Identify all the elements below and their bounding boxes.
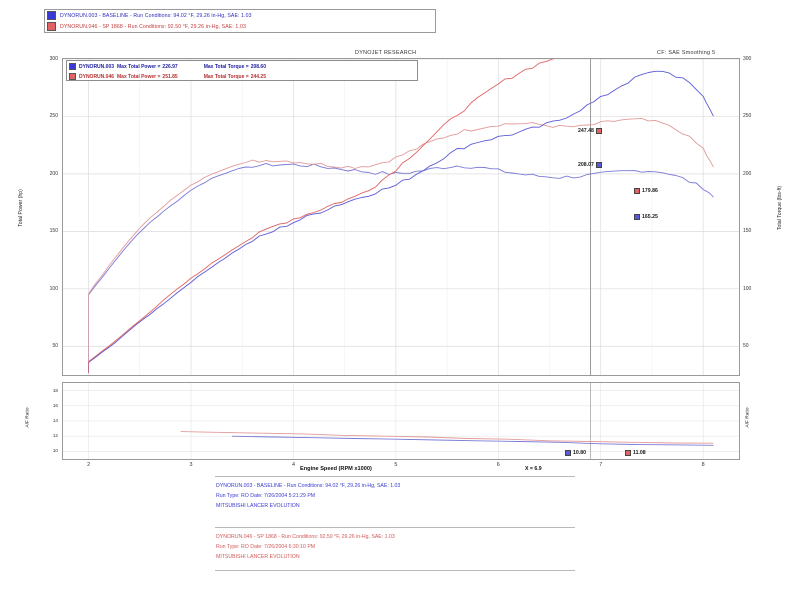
afr-tick: 12 — [52, 433, 58, 439]
afr-series-dynorun-046-sp-1868-a-f — [180, 431, 714, 444]
y-tick-right: 100 — [743, 285, 752, 292]
series-line-dynorun-046-sp-1868-torque — [88, 117, 714, 295]
series-line-dynorun-046-sp-1868-power — [88, 59, 554, 362]
chart-correction-note: CF: SAE Smoothing 5 — [657, 50, 716, 56]
callout-swatch-icon — [634, 188, 640, 194]
caption-baseline-line2: Run Type: RO Date: 7/26/2004 5:21:29 PM — [216, 493, 316, 499]
callout-value: 11.08 — [633, 450, 646, 456]
y-tick-right: 200 — [743, 170, 752, 177]
x-tick: 8 — [701, 462, 705, 468]
x-marker-note: X = 6.9 — [525, 466, 542, 472]
y-tick-left: 200 — [49, 170, 58, 177]
max-row-baseline: DYNORUN.003 Max Total Power = 226.97 Max… — [67, 62, 417, 71]
afr-tick: 18 — [52, 387, 58, 393]
max-row-sp1868-run: DYNORUN.046 — [79, 73, 115, 80]
callout-power-blue: 165.25 — [634, 214, 658, 220]
callout-afr-red: 11.08 — [625, 450, 646, 456]
max-row-sp1868: DYNORUN.046 Max Total Power = 251.85 Max… — [67, 72, 417, 81]
x-tick: 5 — [394, 462, 398, 468]
callout-value: 10.80 — [573, 450, 586, 456]
y-tick-left: 50 — [52, 343, 58, 350]
max-row-sp1868-power: 251.85 — [162, 73, 178, 80]
caption-divider-bottom — [215, 570, 575, 571]
caption-baseline-line1: DYNORUN.003 - BASELINE - Run Conditions:… — [216, 483, 401, 489]
caption-divider-mid — [215, 527, 575, 528]
x-tick: 2 — [87, 462, 91, 468]
y-tick-right: 250 — [743, 113, 752, 120]
y-tick-right: 150 — [743, 228, 752, 235]
callout-afr-blue: 10.80 — [565, 450, 586, 456]
y-axis-right-label: Total Torque (lbs-ft) — [777, 185, 783, 231]
caption-block-sp1868: DYNORUN.046 - SP 1868 - Run Conditions: … — [216, 532, 395, 562]
callout-value: 165.25 — [642, 214, 658, 220]
y-tick-right: 300 — [743, 56, 752, 62]
max-row-sp1868-torque: 244.25 — [250, 73, 266, 80]
color-swatch-blue-icon — [47, 11, 56, 20]
afr-axis-right-label: A/F Ratio — [745, 407, 751, 428]
legend-row-baseline-text: DYNORUN.003 - BASELINE - Run Conditions:… — [60, 12, 252, 19]
caption-block-baseline: DYNORUN.003 - BASELINE - Run Conditions:… — [216, 481, 400, 511]
max-swatch-red-icon — [69, 73, 76, 80]
afr-series-dynorun-003-baseline-a-f — [231, 435, 714, 446]
y-tick-left: 250 — [49, 113, 58, 120]
y-tick-left: 100 — [49, 285, 58, 292]
legend-row-sp1868-text: DYNORUN.046 - SP 1868 - Run Conditions: … — [60, 23, 246, 30]
y-tick-left: 300 — [49, 56, 58, 62]
callout-value: 179.86 — [642, 188, 658, 194]
callout-swatch-icon — [625, 450, 631, 456]
afr-tick: 16 — [52, 402, 58, 408]
x-axis-label: Engine Speed (RPM x1000) — [300, 466, 372, 472]
callout-value: 247.48 — [578, 128, 594, 134]
max-row-baseline-torque: 208.60 — [250, 63, 266, 70]
y-tick-left: 150 — [49, 228, 58, 235]
afr-tick: 10 — [52, 448, 58, 454]
afr-axis-left-label: A/F Ratio — [25, 407, 31, 428]
caption-sp1868-line1: DYNORUN.046 - SP 1868 - Run Conditions: … — [216, 534, 395, 540]
color-swatch-red-icon — [47, 22, 56, 31]
x-tick: 4 — [291, 462, 295, 468]
caption-divider-top — [215, 476, 575, 477]
afr-plot-frame — [62, 382, 740, 460]
callout-value: 208.07 — [578, 162, 594, 168]
afr-tick: 14 — [52, 418, 58, 423]
max-swatch-blue-icon — [69, 63, 76, 70]
chart-title: DYNOJET RESEARCH — [355, 50, 417, 56]
callout-swatch-icon — [595, 162, 602, 168]
callout-torque-red: 247.48 — [578, 128, 602, 134]
afr-plot-canvas — [63, 383, 739, 459]
x-tick: 3 — [189, 462, 193, 468]
y-tick-right: 50 — [743, 343, 749, 350]
y-axis-left-label: Total Power (hp) — [18, 189, 24, 227]
caption-baseline-line3: MITSUBISHI LANCER EVOLUTION — [216, 503, 300, 509]
series-line-dynorun-003-baseline-torque — [88, 162, 714, 295]
callout-power-red: 179.86 — [634, 188, 658, 194]
max-row-sp1868-torque-label: Max Total Torque = — [203, 73, 249, 80]
callout-swatch-icon — [595, 128, 602, 134]
max-row-baseline-run: DYNORUN.003 — [79, 63, 115, 70]
main-plot-canvas — [63, 59, 739, 375]
run-conditions-legend: DYNORUN.003 - BASELINE - Run Conditions:… — [44, 9, 436, 33]
legend-row-sp1868: DYNORUN.046 - SP 1868 - Run Conditions: … — [45, 21, 435, 32]
callout-swatch-icon — [634, 214, 640, 220]
callout-torque-blue: 208.07 — [578, 162, 602, 168]
series-line-dynorun-003-baseline-power — [88, 70, 714, 363]
legend-row-baseline: DYNORUN.003 - BASELINE - Run Conditions:… — [45, 10, 435, 21]
max-values-legend: DYNORUN.003 Max Total Power = 226.97 Max… — [66, 60, 418, 81]
max-row-sp1868-power-label: Max Total Power = — [117, 73, 161, 80]
max-row-baseline-torque-label: Max Total Torque = — [203, 63, 249, 70]
max-row-baseline-power-label: Max Total Power = — [117, 63, 161, 70]
max-row-baseline-power: 226.97 — [162, 63, 178, 70]
caption-sp1868-line3: MITSUBISHI LANCER EVOLUTION — [216, 554, 300, 560]
callout-swatch-icon — [565, 450, 571, 456]
caption-sp1868-line2: Run Type: RO Date: 7/26/2004 6:30:10 PM — [216, 544, 316, 550]
x-tick: 7 — [599, 462, 603, 468]
x-tick: 6 — [496, 462, 500, 468]
main-plot-frame — [62, 58, 740, 376]
